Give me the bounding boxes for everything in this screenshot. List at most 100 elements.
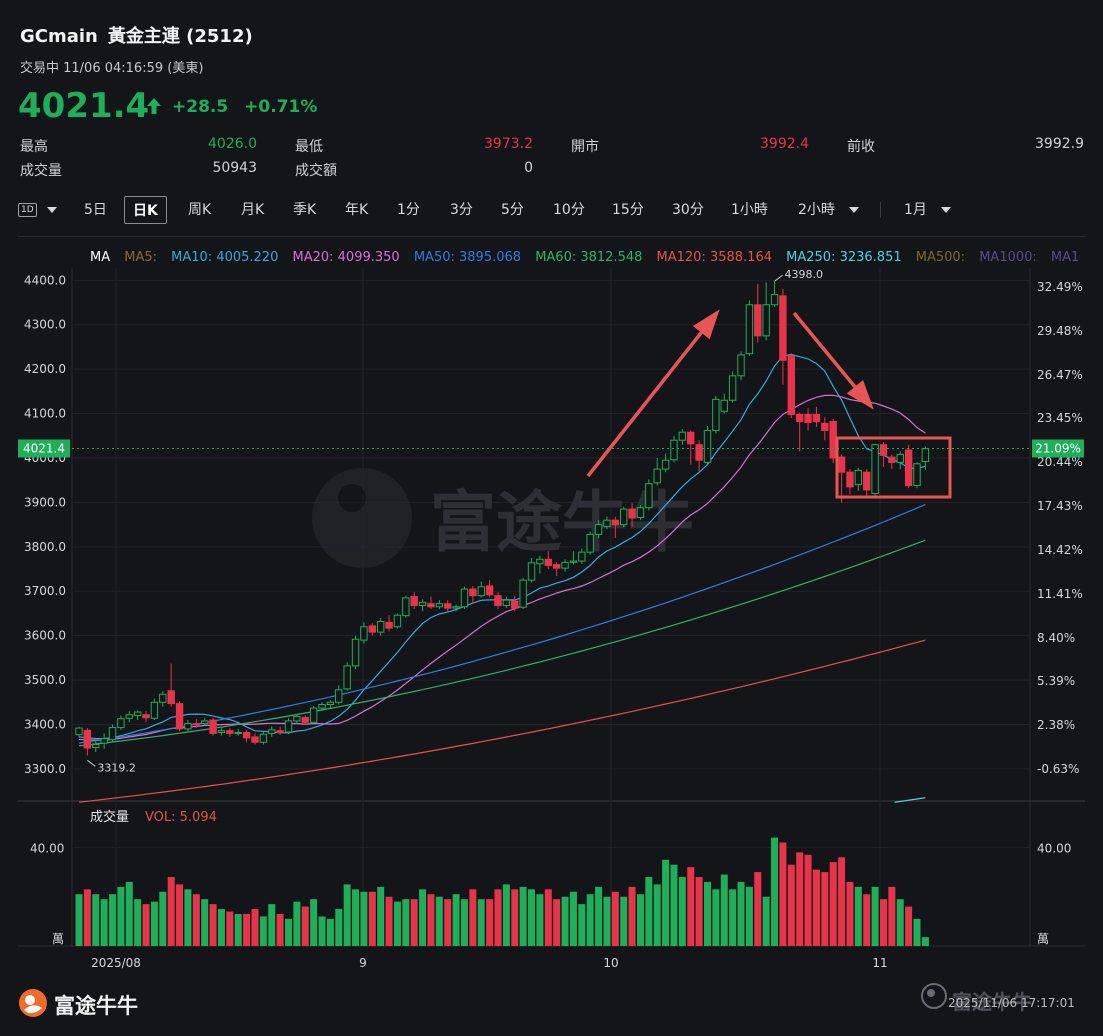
tab-1min[interactable]: 1分	[397, 202, 420, 218]
watermark-eye	[338, 484, 366, 512]
open-label: 開市	[571, 139, 599, 155]
candle-body	[795, 413, 804, 423]
price-change: +28.5 +0.71%	[172, 97, 317, 117]
candle-body	[251, 736, 259, 743]
price-tick-label: 3500.0	[24, 673, 66, 687]
volume-bar	[888, 886, 896, 946]
candle-body	[335, 689, 343, 703]
volume-bar	[343, 884, 351, 946]
volume-value: 50943	[212, 160, 257, 176]
volume-bar	[913, 918, 921, 946]
price-tick-label: 3900.0	[24, 495, 66, 509]
candle-body	[846, 471, 854, 488]
volume-legend: VOL: 5.094	[145, 810, 217, 825]
consolidation-box	[835, 436, 952, 499]
candle-body	[192, 723, 201, 726]
ma-legend: MA MA5: MA10: 4005.220 MA20: 4099.350 MA…	[90, 250, 1089, 265]
volume-bar	[134, 899, 142, 946]
candle-body	[309, 707, 318, 723]
volume-label: 成交量	[20, 163, 62, 179]
volume-bar	[377, 886, 385, 946]
candle-body	[326, 701, 335, 706]
pct-tick-label: 5.39%	[1037, 674, 1075, 688]
tab-10min[interactable]: 10分	[553, 202, 585, 218]
instrument-title: GCmain 黃金主連 (2512)	[20, 22, 253, 48]
pct-tick-label: 2.38%	[1037, 718, 1075, 732]
volume-bar	[854, 886, 862, 946]
volume-bar	[905, 906, 913, 946]
period-select-value: 1D	[18, 203, 37, 217]
candle-body	[888, 456, 896, 463]
volume-bar	[159, 891, 167, 946]
tab-2hour[interactable]: 2小時	[794, 196, 863, 224]
ma50-line	[78, 504, 926, 744]
current-pct-tag-text: 21.09%	[1035, 441, 1081, 455]
volume-bar	[217, 909, 225, 946]
volume-bar	[477, 899, 485, 946]
tab-30min[interactable]: 30分	[672, 202, 704, 218]
candle-body	[284, 720, 293, 733]
tab-5d[interactable]: 5日	[84, 202, 107, 218]
candle-body	[519, 579, 527, 608]
volume-bar	[209, 904, 217, 946]
watermark-bottom-right: 富途牛牛	[952, 990, 1032, 1014]
volume-bar	[787, 864, 795, 946]
tab-quarterly[interactable]: 季K	[293, 202, 317, 218]
ma1000-value: MA1000:	[979, 250, 1037, 265]
candle-body	[661, 459, 670, 470]
volume-bar	[419, 889, 427, 946]
pct-tick-label: 17.43%	[1037, 499, 1083, 513]
candle-body	[896, 453, 904, 463]
open-value: 3992.4	[760, 136, 809, 152]
volume-bar	[636, 894, 644, 946]
tab-yearly[interactable]: 年K	[345, 202, 369, 218]
tab-monthly[interactable]: 月K	[241, 202, 265, 218]
volume-bar	[771, 837, 779, 946]
max-leader	[774, 274, 783, 282]
candle-body	[603, 519, 611, 527]
pct-tick-label: -0.63%	[1037, 762, 1079, 776]
candle-body	[695, 444, 703, 461]
volume-bar	[410, 899, 418, 946]
tab-2hour-label: 2小時	[798, 202, 835, 218]
candle-body	[125, 714, 133, 719]
candle-body	[301, 716, 309, 723]
volume-bar	[737, 881, 745, 946]
tab-15min[interactable]: 15分	[612, 202, 644, 218]
price-tick-label: 4400.0	[24, 273, 66, 287]
tab-daily[interactable]: 日K	[124, 196, 167, 224]
pct-tick-label: 26.47%	[1037, 368, 1083, 382]
candle-body	[720, 399, 728, 412]
min-price-label: 3319.2	[97, 761, 136, 774]
change-percent: +0.71%	[244, 97, 318, 117]
candle-body	[385, 621, 393, 629]
candle-body	[360, 626, 368, 641]
volume-bar	[829, 862, 837, 946]
volume-bar	[460, 899, 468, 946]
tab-3min[interactable]: 3分	[450, 202, 473, 218]
volume-bar	[595, 886, 603, 946]
downtrend-arrow-head	[846, 379, 874, 410]
candle-body	[351, 638, 360, 667]
volume-bar	[779, 842, 787, 946]
candle-body	[410, 596, 418, 606]
tab-5min[interactable]: 5分	[501, 202, 524, 218]
volume-bar	[812, 869, 820, 946]
arrow-up-icon	[147, 98, 161, 114]
candle-body	[737, 354, 745, 377]
volume-bar	[502, 884, 510, 946]
candle-body	[703, 429, 712, 463]
volume-bar	[75, 894, 83, 946]
tab-1hour[interactable]: 1小時	[731, 202, 768, 218]
tab-1month[interactable]: 1月	[900, 196, 955, 224]
candle-body	[167, 690, 175, 705]
candle-body	[133, 711, 142, 717]
tab-weekly[interactable]: 周K	[188, 202, 212, 218]
period-select[interactable]: 1D	[18, 196, 58, 224]
candle-body	[460, 588, 469, 608]
price-tick-label: 3400.0	[24, 717, 66, 731]
prev-close-value: 3992.9	[1035, 136, 1084, 152]
last-price: 4021.4	[18, 86, 150, 126]
candle-body	[837, 456, 846, 473]
